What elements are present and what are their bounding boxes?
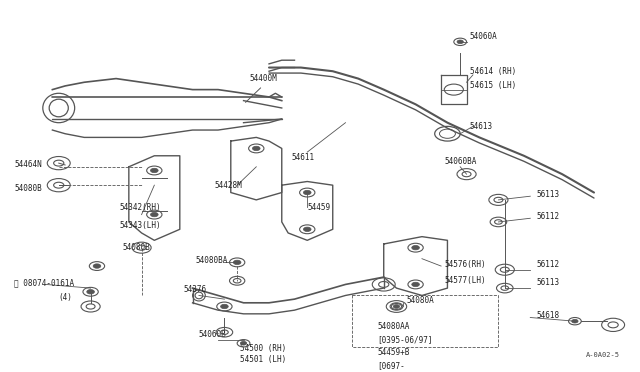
Circle shape (93, 264, 100, 268)
Circle shape (394, 305, 399, 308)
Circle shape (412, 246, 419, 250)
Text: 54613: 54613 (470, 122, 493, 131)
Text: 54611: 54611 (291, 153, 314, 162)
Text: 54080BA: 54080BA (196, 256, 228, 265)
Circle shape (234, 260, 241, 264)
Text: 54080B: 54080B (122, 243, 150, 252)
Text: A-0A02-5: A-0A02-5 (586, 352, 620, 358)
Text: 56112: 56112 (537, 212, 560, 221)
Text: [0395-06/97]: [0395-06/97] (378, 335, 433, 344)
Text: 54400M: 54400M (250, 74, 278, 83)
Text: 54615 (LH): 54615 (LH) (470, 81, 516, 90)
Circle shape (303, 190, 311, 195)
Text: 54060B: 54060B (199, 330, 227, 339)
Circle shape (412, 282, 419, 287)
Text: 54459: 54459 (307, 203, 330, 212)
Text: 54343(LH): 54343(LH) (119, 221, 161, 230)
Text: 54464N: 54464N (14, 160, 42, 170)
Text: 54500 (RH): 54500 (RH) (241, 344, 287, 353)
Circle shape (150, 212, 158, 217)
Text: 54342(RH): 54342(RH) (119, 203, 161, 212)
Circle shape (303, 227, 311, 231)
Circle shape (572, 319, 578, 323)
Text: [0697-: [0697- (378, 361, 405, 370)
Text: 54428M: 54428M (215, 181, 243, 190)
Text: 56112: 56112 (537, 260, 560, 269)
Text: 54080AA: 54080AA (378, 322, 410, 331)
Text: 54618: 54618 (537, 311, 560, 320)
Text: 54501 (LH): 54501 (LH) (241, 355, 287, 364)
Text: (4): (4) (59, 293, 72, 302)
Text: 54080A: 54080A (406, 296, 434, 305)
Text: 54060BA: 54060BA (444, 157, 477, 166)
Text: 56113: 56113 (537, 278, 560, 287)
Circle shape (241, 341, 246, 345)
Text: 54576(RH): 54576(RH) (444, 260, 486, 269)
Text: Ⓑ 08074-0161A: Ⓑ 08074-0161A (14, 278, 74, 287)
Circle shape (87, 289, 95, 294)
Circle shape (150, 168, 158, 173)
Text: 56113: 56113 (537, 190, 560, 199)
Text: 54080B: 54080B (14, 185, 42, 193)
Circle shape (457, 40, 463, 44)
Text: 54376: 54376 (183, 285, 206, 295)
Text: 54614 (RH): 54614 (RH) (470, 67, 516, 76)
Text: 54459+B: 54459+B (378, 348, 410, 357)
Text: 54577(LH): 54577(LH) (444, 276, 486, 285)
Circle shape (252, 146, 260, 151)
Text: 54060A: 54060A (470, 32, 497, 41)
Circle shape (221, 304, 228, 309)
